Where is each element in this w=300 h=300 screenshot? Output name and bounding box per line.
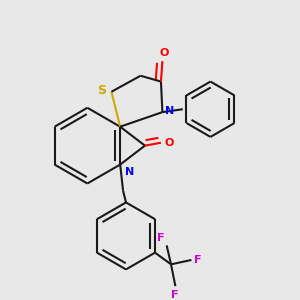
- Text: N: N: [124, 167, 134, 177]
- Text: O: O: [159, 48, 169, 58]
- Text: N: N: [165, 106, 175, 116]
- Text: O: O: [164, 138, 174, 148]
- Text: S: S: [97, 84, 106, 97]
- Text: F: F: [171, 290, 178, 300]
- Text: F: F: [194, 255, 201, 265]
- Text: F: F: [157, 233, 164, 243]
